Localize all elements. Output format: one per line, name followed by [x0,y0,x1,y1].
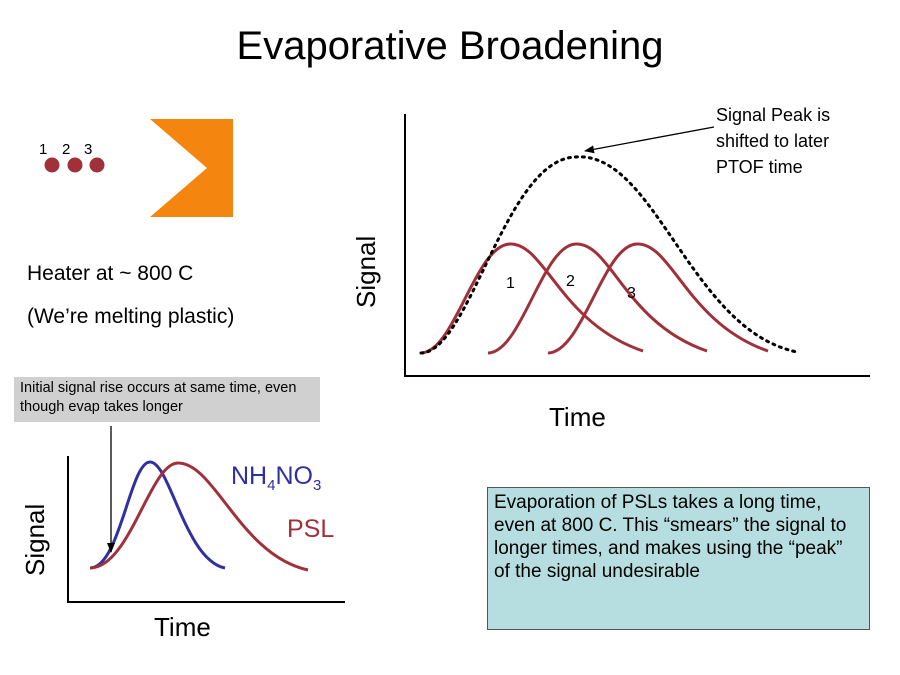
peak-shift-note: Signal Peak is shifted to later PTOF tim… [716,102,830,180]
nh4no3-sub-3: 3 [312,477,322,494]
peak-label-1: 1 [506,275,515,292]
initial-rise-callout: Initial signal rise occurs at same time,… [14,377,320,422]
peak-label-3: 3 [627,285,636,302]
particle-3 [89,157,105,173]
evaporation-note-box: Evaporation of PSLs takes a long time, e… [487,487,870,630]
slide-title: Evaporative Broadening [236,24,664,68]
peak-arrow [584,126,715,154]
particle-label-2: 2 [62,141,71,158]
heater-temp-text: Heater at ~ 800 C [27,262,194,285]
main-x-label: Time [549,402,606,432]
peak-note-line-1: Signal Peak is [716,105,831,125]
psl-legend: PSL [287,515,335,543]
peak-note-line-3: PTOF time [716,157,803,177]
small-y-label: Signal [20,503,50,576]
peak-curve-2 [487,242,708,355]
particle-label-1: 1 [39,141,48,158]
peak-label-2: 2 [566,273,575,290]
nh4no3-sub-4: 4 [267,477,276,494]
particle-2 [67,157,83,173]
particle-label-3: 3 [84,141,93,158]
peak-curve-3 [547,242,769,355]
nh4no3-mid: NO [275,462,313,490]
nh4no3-legend: NH4NO3 [231,461,321,501]
heater-shape [150,119,233,217]
peak-note-line-2: shifted to later [716,131,830,151]
main-y-label: Signal [351,235,381,308]
heater-note-text: (We’re melting plastic) [27,305,235,328]
psl-curve [89,461,309,572]
particle-1 [44,157,60,173]
nh4no3-base: NH [231,462,268,490]
envelope-curve [419,155,799,355]
small-x-label: Time [154,612,211,642]
